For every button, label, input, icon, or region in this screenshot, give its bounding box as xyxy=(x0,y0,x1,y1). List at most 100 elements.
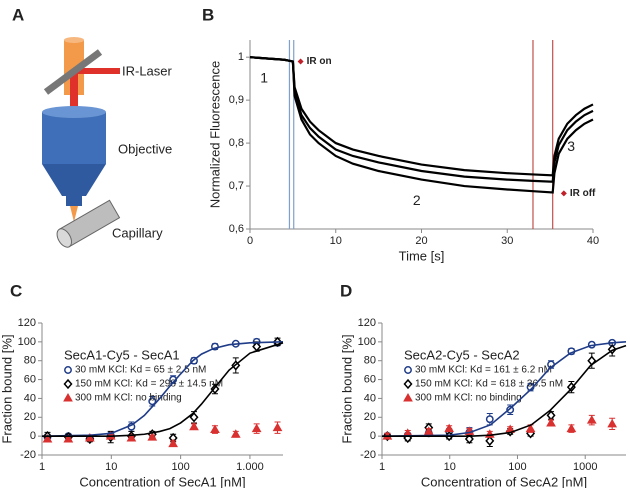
point xyxy=(566,423,577,433)
y-tick-label: 40 xyxy=(364,392,376,404)
y-tick-label: 60 xyxy=(24,373,36,385)
y-axis-label: Fraction bound [%] xyxy=(0,334,14,443)
point xyxy=(210,424,220,434)
line xyxy=(249,56,594,194)
capillary xyxy=(56,199,121,248)
x-axis-label: Concentration of SecA2 [nM] xyxy=(421,474,587,488)
y-tick-label: 100 xyxy=(358,336,376,348)
legend-marker xyxy=(63,378,73,390)
x-tick-label: 1000 xyxy=(573,461,597,473)
y-tick-label: 120 xyxy=(358,317,376,329)
x-tick-label: 10 xyxy=(330,235,342,247)
x-tick-label: 100 xyxy=(508,461,526,473)
diagram-label: Objective xyxy=(118,141,172,156)
y-tick-label: 80 xyxy=(24,355,36,367)
y-tick-label: -20 xyxy=(360,449,376,461)
x-tick-label: 1 xyxy=(39,461,45,473)
legend-label: 300 mM KCl: no binding xyxy=(75,393,182,404)
y-tick-label: 0,8 xyxy=(229,137,244,149)
diagram-label: Capillary xyxy=(112,225,163,240)
annotation: 2 xyxy=(413,192,421,208)
legend-marker xyxy=(403,378,413,390)
annotation: 1 xyxy=(260,69,268,85)
legend-label: 300 mM KCl: no binding xyxy=(415,393,522,404)
y-tick-label: 20 xyxy=(24,411,36,423)
legend-label: 30 mM KCl: Kd = 65 ± 2.5 nM xyxy=(75,365,206,376)
point xyxy=(42,433,53,443)
capillary-end xyxy=(56,228,72,248)
point xyxy=(210,383,220,395)
annotation: 3 xyxy=(567,138,575,154)
point xyxy=(464,433,474,445)
legend-marker xyxy=(403,392,413,402)
panel-label: B xyxy=(202,5,214,24)
point xyxy=(423,426,434,435)
legend-marker xyxy=(64,366,72,374)
annotation: IR off xyxy=(570,188,596,199)
chart-title: SecA1-Cy5 - SecA1 xyxy=(64,347,180,362)
panel-label: A xyxy=(12,5,24,24)
annotation-marker xyxy=(560,190,567,197)
chart-title: SecA2-Cy5 - SecA2 xyxy=(404,347,520,362)
x-tick-label: 10 xyxy=(444,461,456,473)
objective-cone xyxy=(42,164,106,196)
y-tick-label: 40 xyxy=(24,392,36,404)
point xyxy=(251,423,262,433)
annotation: IR on xyxy=(307,56,332,67)
x-tick-label: 10 xyxy=(105,461,117,473)
y-tick-label: 80 xyxy=(364,355,376,367)
y-tick-label: 100 xyxy=(18,336,36,348)
y-tick-label: 60 xyxy=(364,373,376,385)
x-axis-label: Time [s] xyxy=(399,248,445,263)
point xyxy=(84,433,95,442)
legend-label: 30 mM KCl: Kd = 161 ± 6.2 nM xyxy=(415,365,552,376)
y-tick-label: -20 xyxy=(20,449,36,461)
y-tick-label: 120 xyxy=(18,317,36,329)
line xyxy=(382,344,627,437)
point xyxy=(525,423,536,433)
line xyxy=(42,342,284,437)
point xyxy=(607,418,618,428)
x-tick-label: 1 xyxy=(379,461,385,473)
line xyxy=(41,341,284,437)
beam-top xyxy=(64,37,84,43)
legend-marker xyxy=(404,366,412,374)
point xyxy=(444,423,455,433)
y-tick-label: 0,7 xyxy=(229,180,244,192)
line xyxy=(381,341,627,437)
objective-top xyxy=(42,106,106,118)
y-tick-label: 0,9 xyxy=(229,94,244,106)
point xyxy=(148,397,157,406)
point xyxy=(586,415,597,424)
objective-tip xyxy=(66,196,82,206)
point xyxy=(485,415,494,424)
diagram-label: IR-Laser xyxy=(122,63,173,78)
objective xyxy=(42,112,106,164)
panel-label: C xyxy=(10,281,22,300)
y-tick-label: 0 xyxy=(30,430,36,442)
legend-label: 150 mM KCl: Kd = 618 ± 36.5 nM xyxy=(415,379,563,390)
point xyxy=(607,344,617,355)
x-tick-label: 1.000 xyxy=(236,461,264,473)
point xyxy=(168,438,179,448)
x-axis-label: Concentration of SecA1 [nM] xyxy=(79,474,245,488)
point xyxy=(272,422,283,432)
focus xyxy=(70,206,78,222)
mirror xyxy=(43,49,103,95)
ir-beam-horizontal xyxy=(74,68,120,74)
x-tick-label: 40 xyxy=(587,235,599,247)
x-tick-label: 30 xyxy=(501,235,513,247)
point xyxy=(485,435,495,446)
panel-label: D xyxy=(340,281,352,300)
y-axis-label: Fraction bound [%] xyxy=(339,334,354,443)
point xyxy=(230,429,241,438)
y-tick-label: 20 xyxy=(364,411,376,423)
point xyxy=(189,421,199,431)
y-tick-label: 1 xyxy=(238,51,244,63)
annotation-marker xyxy=(297,58,304,65)
y-tick-label: 0,6 xyxy=(229,223,244,235)
setup-diagram: A IR-Laser Objective Capillary xyxy=(12,5,173,248)
point xyxy=(126,433,137,442)
y-tick-label: 0 xyxy=(370,430,376,442)
